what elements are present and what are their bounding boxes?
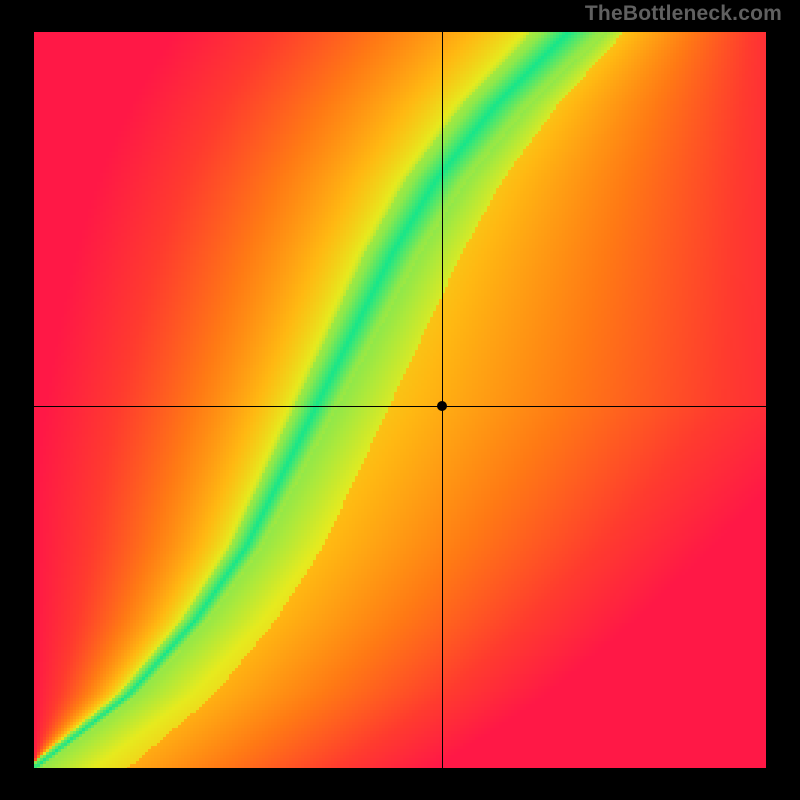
heatmap-plot bbox=[34, 32, 766, 768]
crosshair-marker bbox=[437, 401, 447, 411]
crosshair-horizontal bbox=[34, 406, 766, 407]
chart-frame: TheBottleneck.com bbox=[0, 0, 800, 800]
watermark-text: TheBottleneck.com bbox=[585, 2, 782, 26]
heatmap-canvas bbox=[34, 32, 766, 768]
